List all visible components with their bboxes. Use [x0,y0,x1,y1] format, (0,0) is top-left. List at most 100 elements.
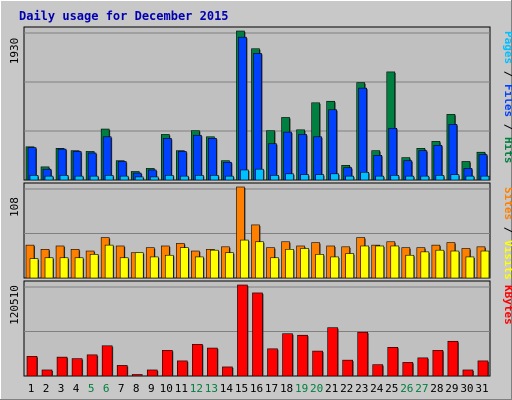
day-label: 5 [88,382,95,395]
bar-kbytes-day-11 [177,360,188,377]
bar-kbytes-day-18 [282,333,293,377]
bar-kbytes-day-24 [372,364,384,377]
series-legend: KBytes [502,285,512,325]
bar-sites-day-2 [44,257,54,279]
day-label: 25 [385,382,398,395]
bar-pages-day-26 [405,175,415,181]
bar-pages-day-16 [255,168,264,181]
bar-kbytes-day-31 [477,360,489,377]
day-label: 24 [370,382,384,395]
bar-kbytes-day-27 [417,357,429,377]
bar-files-day-4 [72,151,82,181]
bar-files-day-21 [328,109,337,181]
bar-kbytes-day-10 [161,350,173,377]
legend-part: / [502,220,512,240]
day-label: 27 [415,382,428,395]
bar-sites-day-31 [480,250,490,279]
ymax-label: 108 [8,197,21,217]
bar-kbytes-day-7 [116,365,128,377]
bar-sites-day-11 [180,247,189,279]
bar-sites-day-15 [240,239,249,279]
bar-kbytes-day-25 [387,347,399,377]
panel-kbytes: 120510 KBytes [8,280,512,377]
day-label: 26 [400,382,413,395]
day-label: 29 [445,382,458,395]
bar-kbytes-day-30 [462,369,474,377]
series-legend: Pages / Files / Hits [502,31,512,164]
bar-pages-day-28 [435,175,445,181]
day-label: 11 [175,382,188,395]
bar-pages-day-22 [345,175,354,181]
bar-sites-day-4 [74,257,84,279]
day-label: 16 [250,382,263,395]
day-label: 17 [265,382,278,395]
day-label: 6 [103,382,110,395]
bar-pages-day-5 [89,175,99,181]
bar-files-day-19 [298,134,307,181]
bar-files-day-20 [313,136,322,181]
legend-part: Sites [502,187,512,220]
bar-kbytes-day-19 [297,334,308,377]
bar-files-day-11 [178,151,187,181]
day-label: 4 [73,382,80,395]
legend-part: Hits [502,137,512,164]
bar-kbytes-day-13 [207,347,218,377]
day-label: 20 [310,382,323,395]
bar-pages-day-20 [315,174,324,181]
bar-kbytes-day-15 [237,284,248,377]
bar-kbytes-day-9 [146,369,158,377]
day-label: 13 [205,382,218,395]
bar-files-day-25 [388,127,398,181]
day-label: 12 [190,382,203,395]
bar-kbytes-day-20 [312,350,323,377]
bar-pages-day-9 [149,176,159,181]
bar-pages-day-19 [300,174,309,181]
bar-pages-day-17 [270,175,279,181]
bar-sites-day-12 [195,256,204,279]
bar-pages-day-25 [390,175,400,181]
legend-part: Visits [502,240,512,280]
day-label: 18 [280,382,293,395]
bar-pages-day-2 [44,175,54,181]
chart-title: Daily usage for December 2015 [19,9,229,23]
day-label: 1 [28,382,35,395]
bar-pages-day-11 [180,175,189,181]
day-label: 28 [430,382,443,395]
bar-sites-day-22 [345,253,354,279]
bar-pages-day-1 [29,175,39,181]
bar-sites-day-21 [330,256,339,279]
ymax-label: 1930 [8,38,21,65]
bar-kbytes-day-6 [101,345,113,377]
day-label: 21 [325,382,338,395]
bar-pages-day-12 [195,175,204,181]
bar-pages-day-15 [240,169,249,181]
bar-files-day-17 [268,143,277,181]
bar-sites-day-30 [465,256,475,279]
bar-sites-day-8 [134,252,144,279]
day-label: 3 [58,382,65,395]
bar-pages-day-24 [375,175,385,181]
legend-part: / [502,117,512,137]
bar-pages-day-30 [465,175,475,181]
bar-kbytes-day-29 [447,340,459,377]
bar-files-day-12 [193,134,202,181]
bar-sites-day-24 [375,245,385,279]
bar-pages-day-13 [210,175,219,181]
legend-part: / [502,64,512,84]
bar-sites-day-29 [450,250,460,279]
bar-sites-day-19 [300,248,309,279]
bar-kbytes-day-14 [222,366,233,377]
bar-sites-day-5 [89,254,99,279]
bar-pages-day-23 [360,171,370,181]
bar-pages-day-31 [480,175,490,181]
day-label: 31 [475,382,488,395]
bar-pages-day-4 [74,175,84,181]
bar-pages-day-3 [59,175,69,181]
bar-sites-day-9 [149,256,159,279]
bar-files-day-15 [238,36,247,181]
day-label: 23 [355,382,368,395]
bar-sites-day-18 [285,249,294,279]
bar-pages-day-14 [225,175,234,181]
panel-pages-files-hits: 1930 Pages / Files / Hits [8,26,512,181]
bar-kbytes-day-12 [192,343,203,377]
